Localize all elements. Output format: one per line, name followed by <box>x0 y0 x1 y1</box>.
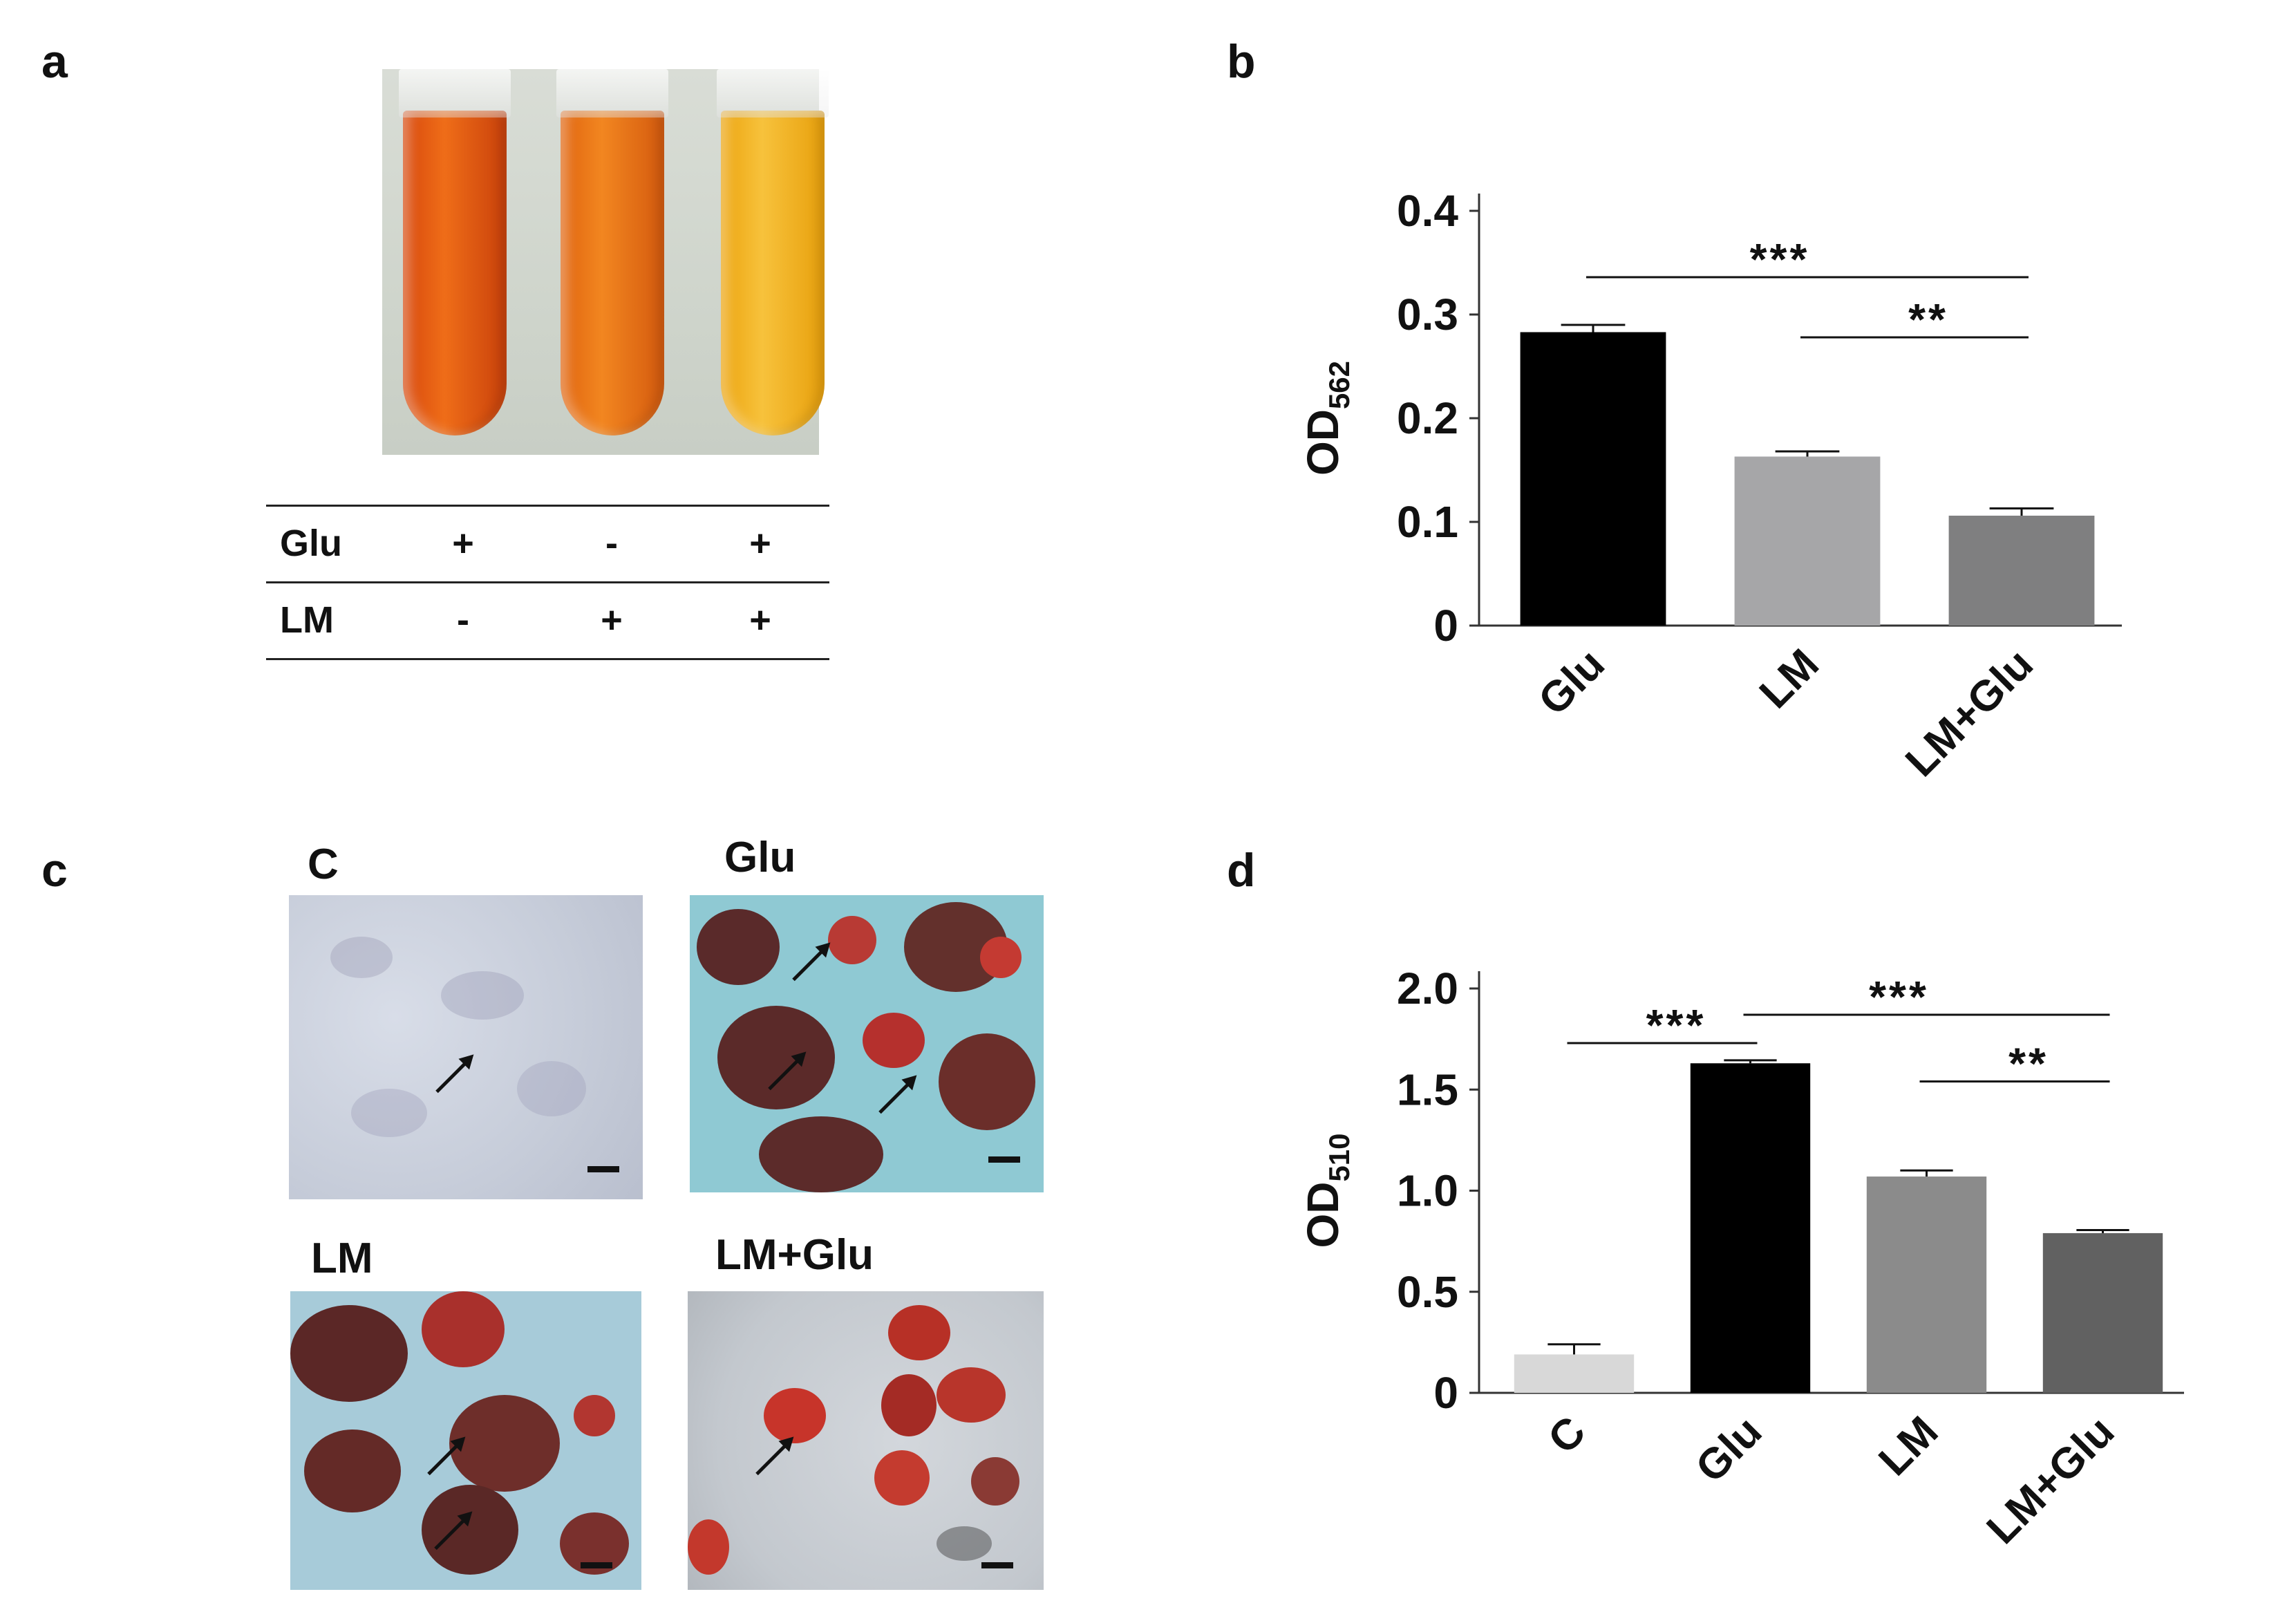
test-tube-lm-glu <box>717 69 829 435</box>
bar <box>2042 1232 2163 1393</box>
bar <box>1866 1177 1987 1393</box>
significance-label: ** <box>1908 294 1948 344</box>
significance-label: *** <box>1869 972 1929 1022</box>
y-tick-label: 0.1 <box>1397 497 1458 547</box>
micrograph-lm-glu <box>688 1291 1044 1590</box>
y-tick-label: 0 <box>1433 601 1458 650</box>
x-tick-label: Glu <box>1687 1407 1771 1492</box>
micrograph-title-c: C <box>308 841 339 888</box>
condition-value: + <box>749 523 771 564</box>
arrow-icon <box>792 944 829 982</box>
arrow-icon <box>878 1077 916 1114</box>
y-tick-label: 1.5 <box>1397 1065 1458 1114</box>
y-tick-label: 0 <box>1433 1368 1458 1418</box>
y-tick-label: 0.4 <box>1397 186 1458 236</box>
test-tube-lm <box>556 69 668 435</box>
condition-value: - <box>605 523 618 564</box>
condition-value: + <box>601 599 623 641</box>
micrograph-title-glu: Glu <box>724 834 796 881</box>
significance-label: *** <box>1750 234 1810 284</box>
panel-label-b: b <box>1227 35 1256 88</box>
bar <box>1734 456 1881 626</box>
y-tick-label: 1.0 <box>1397 1166 1458 1216</box>
test-tube-glu <box>399 69 511 435</box>
y-tick-label: 0.2 <box>1397 393 1458 443</box>
bar <box>1514 1354 1635 1393</box>
scale-bar <box>581 1562 612 1568</box>
y-axis-label: OD510 <box>1298 1133 1355 1248</box>
y-tick-label: 2.0 <box>1397 964 1458 1013</box>
x-tick-label: Glu <box>1530 640 1614 724</box>
x-tick-label: LM <box>1870 1407 1947 1485</box>
panel-label-d: d <box>1227 844 1256 897</box>
significance-label: ** <box>2008 1039 2049 1089</box>
arrow-icon <box>435 1056 473 1094</box>
condition-table: Glu + - + LM - + + <box>266 505 829 660</box>
test-tube-photo <box>382 69 829 455</box>
arrow-icon <box>755 1438 793 1476</box>
bar <box>1948 516 2095 626</box>
micrograph-lm <box>290 1291 641 1590</box>
x-tick-label: C <box>1539 1407 1594 1463</box>
y-axis-label: OD562 <box>1298 361 1355 476</box>
x-tick-label: LM <box>1751 640 1828 718</box>
condition-row-lm: LM - + + <box>266 581 829 660</box>
condition-row-glu: Glu + - + <box>266 505 829 581</box>
scale-bar <box>587 1166 619 1172</box>
y-tick-label: 0.5 <box>1397 1267 1458 1317</box>
condition-value: + <box>749 599 771 641</box>
micrograph-control <box>289 895 643 1199</box>
micrograph-title-lm: LM <box>311 1235 373 1282</box>
condition-name: LM <box>280 599 334 641</box>
scale-bar <box>988 1156 1020 1163</box>
panel-label-c: c <box>41 844 68 897</box>
condition-value: - <box>457 599 469 641</box>
micrograph-title-lm-glu: LM+Glu <box>715 1231 874 1279</box>
y-tick-label: 0.3 <box>1397 290 1458 339</box>
significance-label: *** <box>1646 1000 1706 1050</box>
x-tick-label: LM+Glu <box>1897 640 2042 786</box>
condition-name: Glu <box>280 523 342 564</box>
micrograph-glu <box>690 895 1044 1192</box>
panel-label-a: a <box>41 35 68 88</box>
x-tick-label: LM+Glu <box>1978 1407 2124 1553</box>
bar <box>1520 332 1666 626</box>
condition-value: + <box>452 523 474 564</box>
scale-bar <box>981 1562 1013 1568</box>
bar <box>1690 1063 1811 1393</box>
